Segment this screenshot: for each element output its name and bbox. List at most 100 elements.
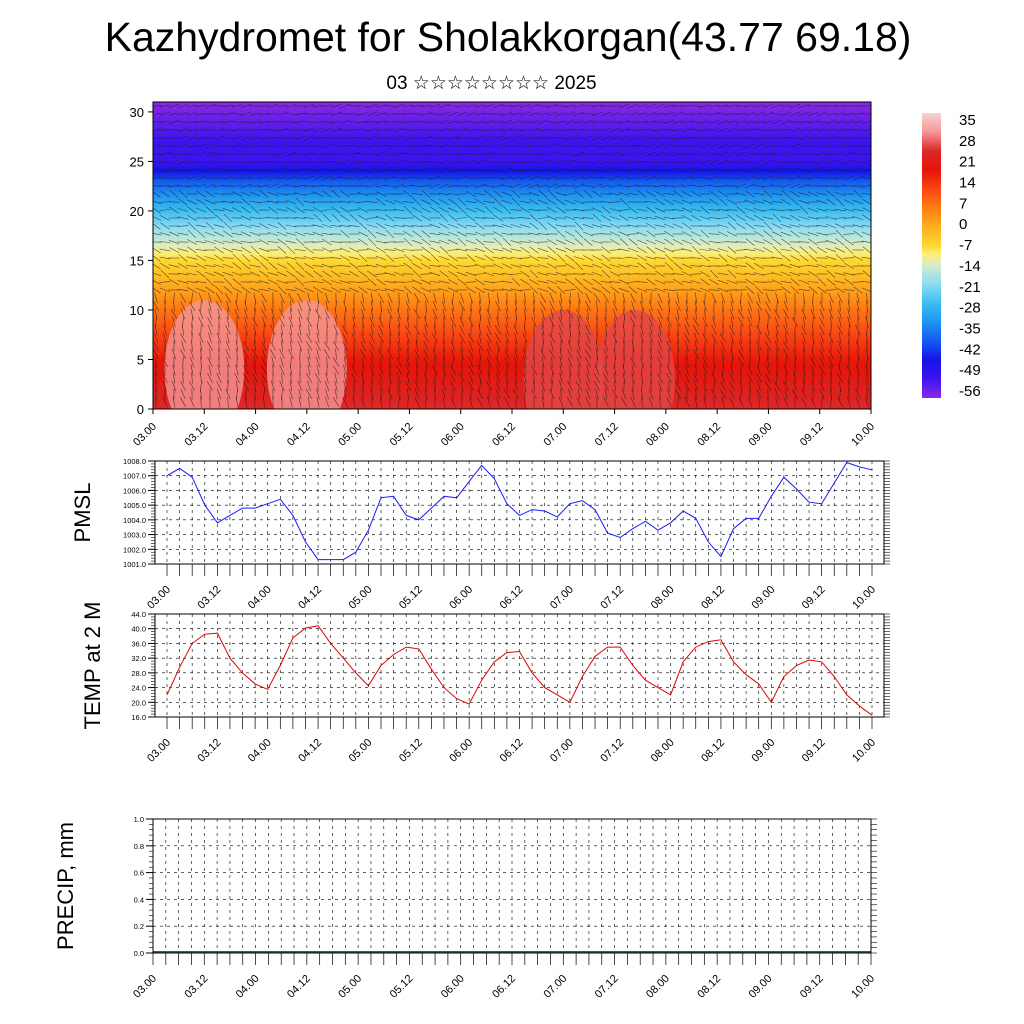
wind-barb [375, 168, 387, 172]
wind-barb [600, 160, 612, 164]
wind-barb [582, 169, 594, 171]
wind-barb [169, 190, 179, 198]
wind-barb [546, 169, 558, 171]
wind-barb [825, 113, 837, 115]
wind-barb [708, 128, 720, 132]
wind-barb [277, 246, 287, 254]
wind-barb [323, 341, 331, 351]
wind-barb [763, 190, 773, 198]
wind-barb [721, 348, 725, 360]
wind-barb [168, 239, 180, 245]
wind-barb [402, 224, 414, 228]
wind-barb [674, 389, 682, 399]
wind-barb [631, 340, 635, 352]
wind-barb [574, 190, 584, 198]
wind-barb [754, 231, 764, 237]
wind-barb [384, 176, 396, 180]
wind-barb [393, 248, 405, 252]
wind-barb [631, 300, 635, 312]
wind-barb [785, 356, 787, 368]
wind-barb [747, 396, 753, 408]
wind-barb [276, 208, 288, 212]
wind-barb [802, 340, 806, 352]
wind-barb [835, 254, 845, 262]
wind-barb [693, 372, 699, 384]
wind-barb [628, 206, 638, 214]
wind-barb [728, 381, 736, 391]
wind-barb [231, 135, 243, 141]
wind-barb [594, 364, 600, 376]
wind-barb [492, 135, 504, 141]
x-tick-label: 06.00 [439, 421, 467, 449]
wind-barb [524, 292, 526, 304]
wind-barb [790, 198, 800, 206]
wind-barb [496, 292, 500, 304]
wind-barb [645, 136, 657, 140]
wind-barb [249, 136, 261, 140]
wind-barb [375, 151, 387, 157]
wind-barb [852, 120, 864, 124]
wind-barb [425, 396, 427, 408]
wind-barb [798, 184, 810, 188]
wind-barb [153, 348, 159, 360]
wind-barb [765, 341, 771, 351]
wind-barb [657, 356, 663, 368]
wind-barb [159, 248, 171, 252]
wind-barb [402, 137, 414, 139]
wind-barb [351, 364, 357, 376]
wind-barb [231, 248, 243, 252]
wind-barb [747, 316, 753, 328]
wind-barb [834, 184, 846, 188]
wind-barb [658, 340, 662, 352]
wind-barb [808, 238, 818, 246]
wind-barb [807, 128, 819, 132]
wind-barb [531, 388, 537, 400]
wind-barb [839, 356, 841, 368]
wind-barb [452, 356, 454, 368]
wind-barb [744, 161, 756, 163]
wind-barb [186, 104, 198, 108]
wind-barb [555, 176, 567, 180]
wind-barb [519, 200, 531, 204]
wind-barb [591, 224, 603, 228]
wind-barb [258, 184, 270, 188]
wind-barb [177, 112, 189, 116]
wind-barb [537, 119, 549, 125]
x-tick-label: 07.00 [541, 973, 569, 1001]
wind-barb [501, 128, 513, 132]
wind-barb [609, 161, 621, 163]
wind-barb [195, 128, 207, 132]
wind-barb [515, 340, 517, 352]
wind-barb [546, 255, 558, 261]
wind-barb [168, 169, 180, 171]
wind-barb [663, 112, 675, 116]
wind-barb [153, 127, 162, 132]
wind-barb [628, 286, 638, 294]
wind-barb [627, 184, 639, 188]
wind-barb [718, 198, 728, 206]
wind-barb [325, 300, 329, 312]
wind-barb [784, 388, 788, 400]
wind-barb [753, 143, 765, 149]
wind-barb [308, 396, 310, 408]
wind-barb [834, 176, 846, 180]
wind-barb [585, 316, 591, 328]
wind-barb [488, 388, 490, 400]
wind-barb [348, 113, 360, 115]
wind-barb [226, 332, 230, 344]
wind-barb [294, 249, 306, 251]
wind-barb [582, 135, 594, 141]
wind-barb [837, 292, 843, 304]
wind-barb [168, 112, 180, 116]
wind-barb [321, 185, 333, 187]
wind-barb [421, 215, 431, 221]
y-tick-label: 20.0 [131, 698, 146, 707]
wind-barb [439, 270, 449, 278]
wind-barb [204, 136, 216, 140]
wind-barb [695, 308, 697, 320]
wind-barb [360, 332, 366, 344]
wind-barb [612, 300, 618, 312]
wind-barb [645, 175, 657, 181]
wind-barb [406, 316, 410, 328]
wind-barb [483, 129, 495, 131]
